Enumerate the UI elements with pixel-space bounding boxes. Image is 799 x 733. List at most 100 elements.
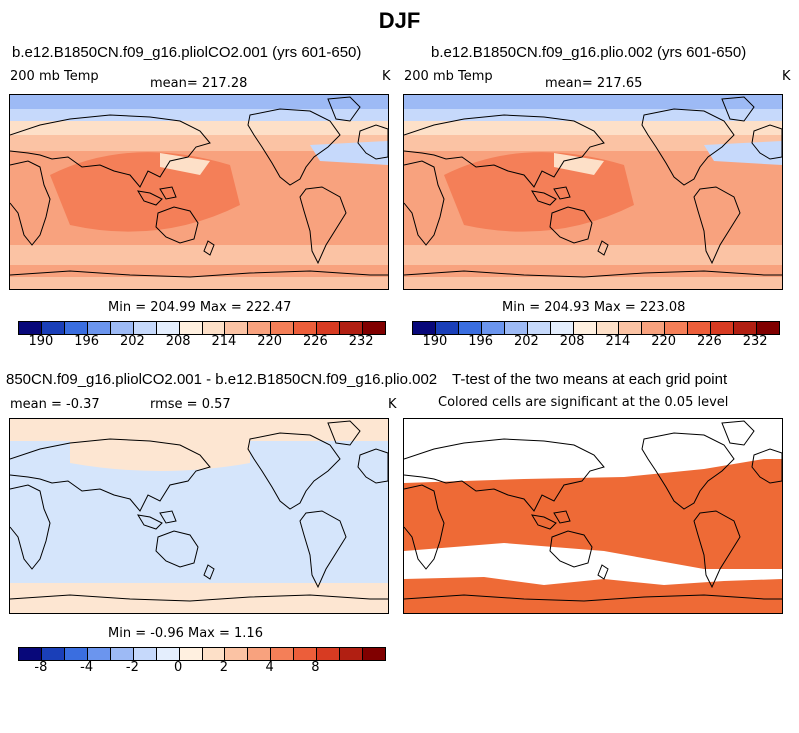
panel-bl-mean: mean = -0.37	[10, 397, 100, 412]
panel-br-subtitle: Colored cells are significant at the 0.0…	[438, 395, 729, 410]
colorbar-tick-label: -2	[125, 660, 139, 675]
cool-patch-region	[310, 141, 388, 165]
colorbar-swatch	[619, 322, 643, 334]
map-top-left	[9, 94, 389, 290]
coastline	[327, 420, 361, 446]
colorbar-swatch	[19, 322, 42, 334]
map-bottom-right	[403, 418, 783, 614]
colorbar-tick-label: 190	[28, 334, 54, 349]
temperature-band	[404, 95, 782, 109]
coastline	[10, 160, 51, 246]
coastline	[641, 108, 735, 186]
coastline	[553, 510, 571, 524]
coastline	[597, 564, 609, 580]
panel-tr-unit: K	[782, 69, 791, 84]
colorbar-swatch	[642, 322, 666, 334]
coastline	[247, 432, 341, 510]
colorbar-swatch	[248, 648, 272, 660]
colorbar-swatch	[413, 322, 436, 334]
panel-bl-unit: K	[388, 397, 397, 412]
colorbar-swatch	[179, 322, 203, 334]
colorbar-tick-label: 8	[311, 660, 320, 675]
colorbar-top-right-labels: 190 196 202 208 214 220 226 232	[412, 334, 778, 350]
coastline	[597, 240, 609, 256]
panel-tr-left-label: 200 mb Temp	[404, 69, 493, 84]
coastline	[404, 594, 782, 602]
positive-anomaly-region	[70, 441, 250, 471]
colorbar-swatch	[688, 322, 712, 334]
coastline	[155, 206, 199, 244]
coastline	[327, 96, 361, 122]
colorbar-tick-label: 2	[219, 660, 229, 675]
colorbar-tick-label: 196	[74, 334, 100, 349]
colorbar-swatch	[156, 322, 180, 334]
coastline	[299, 510, 347, 589]
panel-tr-title: b.e12.B1850CN.f09_g16.plio.002 (yrs 601-…	[431, 44, 747, 61]
coastline	[10, 270, 388, 278]
colorbar-swatch	[87, 322, 111, 334]
temperature-band	[404, 121, 782, 135]
colorbar-swatch	[19, 648, 42, 660]
temperature-band	[404, 277, 782, 289]
coastline	[155, 530, 199, 568]
temperature-band	[10, 265, 388, 277]
coastline	[404, 438, 605, 512]
colorbar-tick-label: 4	[265, 660, 274, 675]
colorbar-swatch	[665, 322, 689, 334]
colorbar-swatch	[133, 322, 157, 334]
coastline	[159, 510, 177, 524]
coastline	[693, 510, 741, 589]
coastline	[721, 96, 755, 122]
coastline	[641, 432, 735, 510]
colorbar-swatch	[87, 648, 111, 660]
figure-title: DJF	[378, 8, 421, 33]
cool-patch-region	[554, 153, 604, 175]
panel-tr-mean: mean= 217.65	[545, 76, 643, 91]
map-bottom-left-svg	[10, 419, 388, 613]
coastline	[10, 114, 211, 188]
colorbar-swatch	[271, 322, 295, 334]
panel-tl-minmax: Min = 204.99 Max = 222.47	[108, 300, 292, 315]
coastline	[531, 514, 557, 530]
colorbar-tick-label: 214	[605, 334, 631, 349]
colorbar-swatch	[550, 322, 574, 334]
colorbar-swatch	[435, 322, 459, 334]
temperature-band	[404, 245, 782, 265]
map-top-right-svg	[404, 95, 782, 289]
colorbar-tick-label: 202	[119, 334, 145, 349]
coastline	[531, 190, 557, 206]
colorbar-swatch	[294, 322, 318, 334]
coastline	[721, 420, 755, 446]
coastline	[357, 124, 388, 160]
colorbar-swatch	[317, 322, 341, 334]
coastline	[751, 448, 782, 484]
colorbar-swatch	[363, 648, 385, 660]
colorbar-tick-label: 190	[422, 334, 448, 349]
colorbar-tick-label: 208	[165, 334, 191, 349]
colorbar-swatch	[133, 648, 157, 660]
cool-patch-region	[704, 141, 782, 165]
map-bottom-right-svg	[404, 419, 782, 613]
coastline	[10, 484, 51, 570]
colorbar-tick-label: 232	[742, 334, 768, 349]
coastline	[549, 530, 593, 568]
colorbar-swatch	[757, 322, 779, 334]
temperature-band	[404, 265, 782, 277]
panel-tl-unit: K	[382, 69, 391, 84]
colorbar-swatch	[573, 322, 597, 334]
temperature-band	[10, 121, 388, 135]
colorbar-bottom-left	[18, 647, 386, 661]
map-top-left-svg	[10, 95, 388, 289]
colorbar-swatch	[481, 322, 505, 334]
significant-region	[404, 577, 782, 613]
cool-patch-region	[160, 153, 210, 175]
colorbar-swatch	[248, 322, 272, 334]
colorbar-swatch	[340, 322, 364, 334]
temperature-band	[10, 109, 388, 121]
colorbar-swatch	[294, 648, 318, 660]
temperature-band	[10, 245, 388, 265]
colorbar-tick-label: 196	[468, 334, 494, 349]
coastline	[10, 594, 388, 602]
coastline	[137, 514, 163, 530]
colorbar-swatch	[340, 648, 364, 660]
